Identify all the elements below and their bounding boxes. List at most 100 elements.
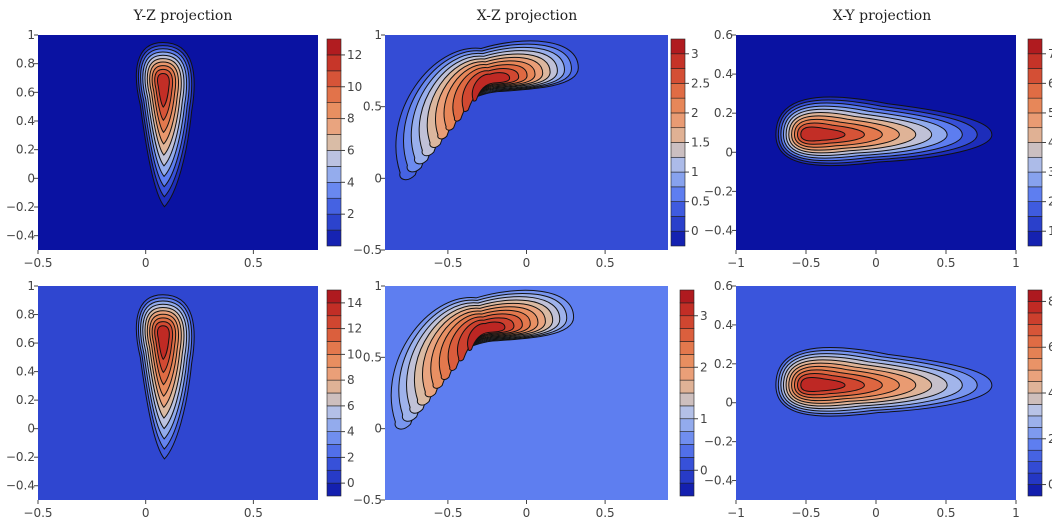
colorbar-segment bbox=[1027, 201, 1043, 217]
colorbar-segment bbox=[670, 112, 686, 129]
colorbar: 2 4 6 8 10 12 bbox=[326, 38, 362, 247]
contour-level bbox=[471, 72, 511, 102]
subplot-6: −1 −0.5 0 0.5 1 −0.4 −0.2 0 0.2 0.4 0.6 0 2 4 6 8 bbox=[704, 279, 1052, 520]
colorbar-tick-label: 0 bbox=[691, 224, 699, 238]
colorbar-segment bbox=[679, 457, 695, 471]
y-tick-label: 1 bbox=[27, 28, 35, 42]
colorbar-segment bbox=[1027, 68, 1043, 84]
colorbar-segment bbox=[1027, 83, 1043, 99]
colorbar-tick-label: 1 bbox=[1048, 224, 1052, 238]
colorbar-segment bbox=[1027, 346, 1043, 359]
x-tick-label: 1 bbox=[1012, 256, 1020, 270]
y-tick-label: 0.6 bbox=[714, 28, 733, 42]
colorbar-tick-label: 3 bbox=[1048, 165, 1052, 179]
colorbar-segment bbox=[1027, 358, 1043, 371]
colorbar-tick-label: 3 bbox=[700, 309, 708, 323]
x-tick-label: −0.5 bbox=[23, 256, 52, 270]
y-tick-label: 0 bbox=[374, 422, 382, 436]
x-tick-label: 0.5 bbox=[596, 506, 615, 520]
colorbar-segment bbox=[1027, 404, 1043, 417]
colorbar-segment bbox=[670, 230, 686, 247]
colorbar-segment bbox=[670, 53, 686, 69]
colorbar-segment bbox=[679, 328, 695, 342]
y-tick-label: 0.2 bbox=[714, 357, 733, 371]
colorbar-tick-label: 2.5 bbox=[691, 76, 710, 90]
colorbar-segment bbox=[326, 379, 342, 394]
colorbar-segment bbox=[1027, 230, 1043, 247]
colorbar-segment bbox=[670, 201, 686, 217]
colorbar-tick-label: 0 bbox=[347, 476, 355, 490]
colorbar-tick-label: 7 bbox=[1048, 47, 1052, 61]
colorbar: 0 1 2 3 bbox=[679, 289, 708, 497]
y-tick-label: −0.2 bbox=[6, 200, 35, 214]
colorbar-tick-label: 3 bbox=[691, 47, 699, 61]
colorbar-segment bbox=[1027, 171, 1043, 188]
y-tick-label: 0.8 bbox=[16, 308, 35, 322]
colorbar-tick-label: 1 bbox=[700, 412, 708, 426]
colorbar-tick-label: 14 bbox=[347, 296, 362, 310]
colorbar-tick-label: 8 bbox=[1048, 294, 1052, 308]
x-tick-label: 0.5 bbox=[596, 256, 615, 270]
colorbar-tick-label: 8 bbox=[347, 112, 355, 126]
colorbar-segment bbox=[1027, 369, 1043, 382]
colorbar-segment bbox=[1027, 97, 1043, 114]
colorbar-segment bbox=[679, 354, 695, 368]
colorbar-segment bbox=[326, 315, 342, 329]
contour-bands bbox=[395, 40, 579, 181]
x-tick-label: −0.5 bbox=[433, 506, 462, 520]
y-tick-label: −0.2 bbox=[6, 450, 35, 464]
subplot-2: X-Z projection −0.5 0 0.5 −0.5 0 0.5 1 0 0.5 1 1.5 2… bbox=[353, 8, 710, 270]
colorbar-tick-label: 2 bbox=[347, 207, 355, 221]
colorbar-segment bbox=[1027, 472, 1043, 485]
y-tick-label: −0.4 bbox=[704, 474, 733, 488]
colorbar-tick-label: 8 bbox=[347, 373, 355, 387]
colorbar-tick-label: 0.5 bbox=[691, 195, 710, 209]
colorbar-segment bbox=[670, 97, 686, 114]
colorbar-segment bbox=[326, 118, 342, 135]
colorbar-segment bbox=[670, 216, 686, 232]
contour-bands bbox=[135, 42, 195, 208]
y-tick-label: 0 bbox=[725, 396, 733, 410]
colorbar-segment bbox=[1027, 335, 1043, 348]
contour-level bbox=[800, 377, 846, 393]
x-tick-label: 0.5 bbox=[936, 256, 955, 270]
colorbar-segment bbox=[326, 392, 342, 407]
colorbar: 0 2 4 6 8 bbox=[1027, 289, 1052, 497]
colorbar-segment bbox=[679, 289, 695, 304]
colorbar-tick-label: 6 bbox=[1048, 340, 1052, 354]
colorbar-segment bbox=[679, 444, 695, 458]
colorbar-segment bbox=[1027, 127, 1043, 143]
colorbar-segment bbox=[326, 182, 342, 199]
y-tick-label: 0.5 bbox=[363, 100, 382, 114]
colorbar-segment bbox=[326, 70, 342, 88]
colorbar-segment bbox=[670, 156, 686, 173]
x-tick-label: −0.5 bbox=[433, 256, 462, 270]
colorbar-tick-label: 2 bbox=[347, 450, 355, 464]
contour-bands bbox=[390, 289, 575, 430]
colorbar-segment bbox=[326, 431, 342, 445]
subplot-4: −0.5 0 0.5−0.4−0.200.20.40.60.810246810121… bbox=[6, 279, 362, 520]
colorbar-tick-label: 6 bbox=[1048, 76, 1052, 90]
y-tick-label: 0.4 bbox=[714, 67, 733, 81]
colorbar-segment bbox=[670, 68, 686, 84]
colorbar-segment bbox=[326, 418, 342, 432]
y-tick-label: 1 bbox=[374, 279, 382, 293]
colorbar-segment bbox=[326, 469, 342, 484]
colorbar-tick-label: 0 bbox=[1048, 478, 1052, 492]
subplot-title: X-Z projection bbox=[477, 8, 577, 24]
colorbar-segment bbox=[679, 431, 695, 445]
colorbar-tick-label: 6 bbox=[347, 143, 355, 157]
colorbar-tick-label: 6 bbox=[347, 399, 355, 413]
colorbar-tick-label: 4 bbox=[347, 425, 355, 439]
colorbar-tick-label: 4 bbox=[347, 175, 355, 189]
colorbar-segment bbox=[670, 142, 686, 158]
colorbar-segment bbox=[679, 405, 695, 420]
colorbar-segment bbox=[1027, 392, 1043, 405]
colorbar-segment bbox=[679, 392, 695, 407]
colorbar-tick-label: 10 bbox=[347, 80, 362, 94]
y-tick-label: 0.4 bbox=[16, 114, 35, 128]
colorbar-tick-label: 2 bbox=[691, 106, 699, 120]
contour-level bbox=[157, 72, 170, 108]
colorbar-tick-label: 1 bbox=[691, 165, 699, 179]
x-tick-label: 0.5 bbox=[244, 506, 263, 520]
